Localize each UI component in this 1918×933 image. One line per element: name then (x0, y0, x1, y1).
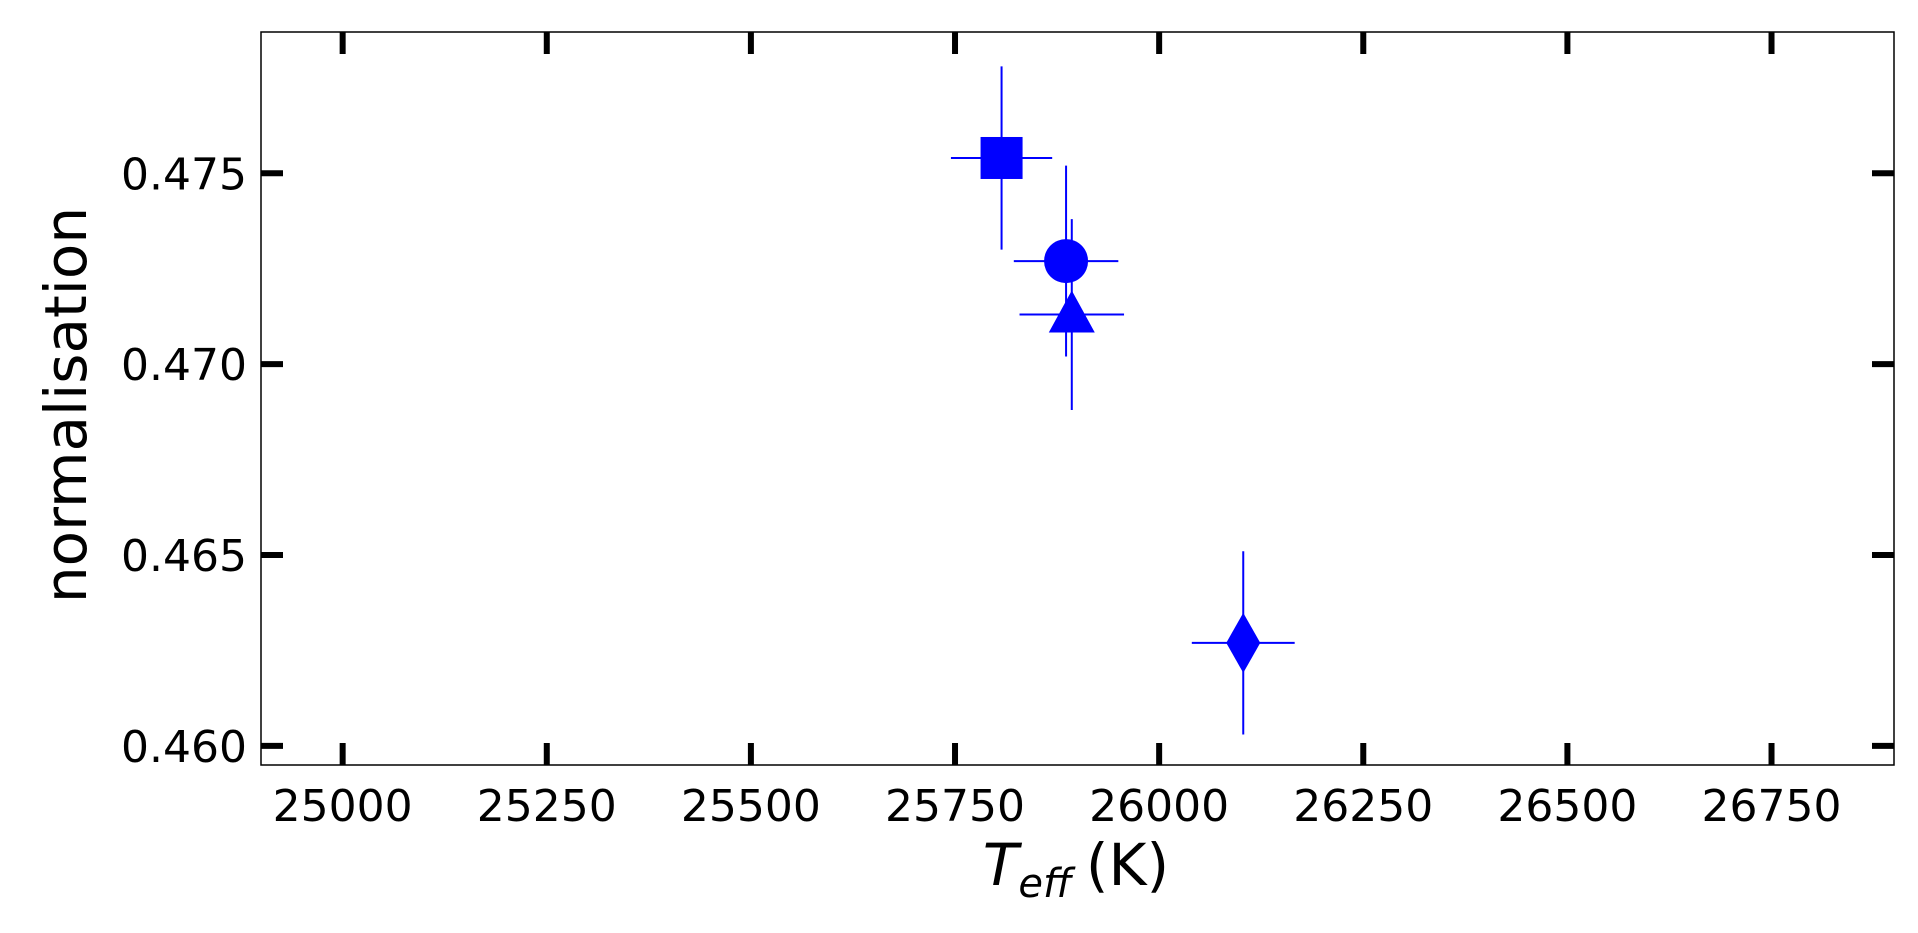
square-marker (980, 136, 1023, 179)
y-axis-label: normalisation (32, 207, 100, 603)
x-axis-label: Teff (K) (983, 831, 1169, 907)
diamond-marker (1226, 612, 1261, 673)
x-tick-label: 25500 (681, 781, 821, 832)
x-axis-label-sub: eff (1018, 861, 1076, 907)
x-axis-ticks: 25000 25250 25500 25750 26000 26250 26500 26750 (273, 32, 1842, 832)
y-tick-label: 0.475 (121, 149, 247, 200)
data-point-square (950, 66, 1053, 250)
y-tick-label: 0.460 (121, 722, 247, 773)
triangle-marker (1048, 290, 1095, 333)
x-tick-label: 26000 (1089, 781, 1229, 832)
x-tick-label: 26250 (1293, 781, 1433, 832)
y-tick-label: 0.465 (121, 531, 247, 582)
x-axis-label-unit: (K) (1086, 831, 1169, 899)
data-point-triangle (1019, 219, 1125, 410)
circle-marker (1044, 239, 1089, 284)
plot-area (260, 31, 1895, 766)
x-tick-label: 25750 (885, 781, 1025, 832)
plot-frame (260, 31, 1895, 766)
x-tick-label: 26750 (1702, 781, 1842, 832)
data-points (950, 66, 1295, 735)
y-axis-ticks: 0.460 0.465 0.470 0.475 (121, 149, 1894, 773)
y-tick-label: 0.470 (121, 340, 247, 391)
x-tick-label: 25000 (273, 781, 413, 832)
x-tick-label: 25250 (477, 781, 617, 832)
data-point-diamond (1191, 551, 1295, 735)
x-axis-label-main: T (983, 831, 1023, 899)
x-tick-label: 26500 (1497, 781, 1637, 832)
